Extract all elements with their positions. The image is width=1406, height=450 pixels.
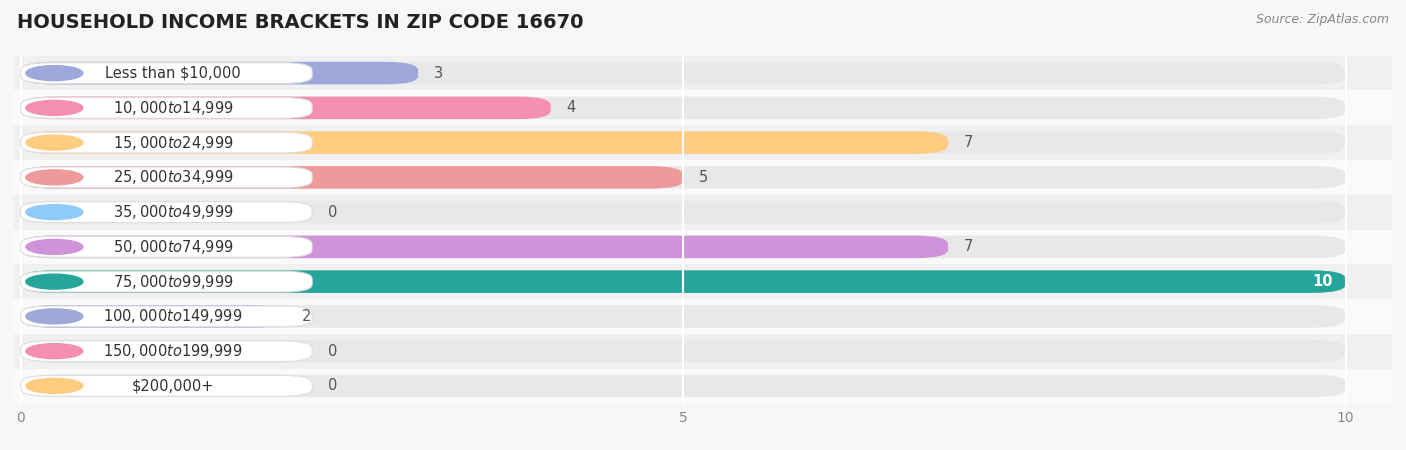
Text: 5: 5 bbox=[699, 170, 709, 185]
Bar bbox=[14, 125, 1392, 160]
FancyBboxPatch shape bbox=[21, 236, 948, 258]
Circle shape bbox=[25, 239, 83, 254]
Text: 0: 0 bbox=[328, 344, 337, 359]
Text: $200,000+: $200,000+ bbox=[132, 378, 214, 393]
Text: $35,000 to $49,999: $35,000 to $49,999 bbox=[112, 203, 233, 221]
Text: $150,000 to $199,999: $150,000 to $199,999 bbox=[103, 342, 243, 360]
FancyBboxPatch shape bbox=[21, 62, 1346, 85]
Bar bbox=[14, 230, 1392, 264]
FancyBboxPatch shape bbox=[21, 166, 1346, 189]
FancyBboxPatch shape bbox=[21, 305, 285, 328]
Text: $75,000 to $99,999: $75,000 to $99,999 bbox=[112, 273, 233, 291]
FancyBboxPatch shape bbox=[21, 375, 312, 396]
FancyBboxPatch shape bbox=[21, 341, 312, 361]
Circle shape bbox=[25, 378, 83, 393]
Text: $10,000 to $14,999: $10,000 to $14,999 bbox=[112, 99, 233, 117]
FancyBboxPatch shape bbox=[21, 63, 312, 84]
Text: 3: 3 bbox=[434, 66, 443, 81]
Bar bbox=[14, 299, 1392, 334]
Bar bbox=[14, 56, 1392, 90]
FancyBboxPatch shape bbox=[21, 374, 1346, 397]
Text: Less than $10,000: Less than $10,000 bbox=[105, 66, 240, 81]
FancyBboxPatch shape bbox=[21, 305, 1346, 328]
Circle shape bbox=[25, 344, 83, 359]
Text: $100,000 to $149,999: $100,000 to $149,999 bbox=[103, 307, 243, 325]
Text: 7: 7 bbox=[965, 239, 973, 254]
FancyBboxPatch shape bbox=[21, 62, 418, 85]
Bar bbox=[14, 90, 1392, 125]
Circle shape bbox=[25, 309, 83, 324]
Text: 2: 2 bbox=[301, 309, 311, 324]
FancyBboxPatch shape bbox=[21, 98, 312, 118]
FancyBboxPatch shape bbox=[21, 237, 312, 257]
Text: $25,000 to $34,999: $25,000 to $34,999 bbox=[112, 168, 233, 186]
Text: $50,000 to $74,999: $50,000 to $74,999 bbox=[112, 238, 233, 256]
Text: 7: 7 bbox=[965, 135, 973, 150]
Text: HOUSEHOLD INCOME BRACKETS IN ZIP CODE 16670: HOUSEHOLD INCOME BRACKETS IN ZIP CODE 16… bbox=[17, 14, 583, 32]
Circle shape bbox=[25, 100, 83, 115]
Bar bbox=[14, 369, 1392, 403]
FancyBboxPatch shape bbox=[21, 201, 1346, 223]
Bar bbox=[14, 264, 1392, 299]
FancyBboxPatch shape bbox=[21, 270, 1346, 293]
FancyBboxPatch shape bbox=[21, 131, 1346, 154]
Text: Source: ZipAtlas.com: Source: ZipAtlas.com bbox=[1256, 14, 1389, 27]
Text: 10: 10 bbox=[1312, 274, 1333, 289]
FancyBboxPatch shape bbox=[21, 166, 683, 189]
Circle shape bbox=[25, 205, 83, 220]
FancyBboxPatch shape bbox=[21, 236, 1346, 258]
Bar bbox=[14, 160, 1392, 195]
FancyBboxPatch shape bbox=[21, 202, 312, 222]
Circle shape bbox=[25, 66, 83, 81]
FancyBboxPatch shape bbox=[21, 131, 948, 154]
FancyBboxPatch shape bbox=[21, 340, 1346, 362]
Text: $15,000 to $24,999: $15,000 to $24,999 bbox=[112, 134, 233, 152]
Circle shape bbox=[25, 135, 83, 150]
FancyBboxPatch shape bbox=[21, 97, 1346, 119]
Text: 0: 0 bbox=[328, 378, 337, 393]
FancyBboxPatch shape bbox=[21, 97, 551, 119]
FancyBboxPatch shape bbox=[21, 167, 312, 188]
Text: 0: 0 bbox=[328, 205, 337, 220]
Text: 4: 4 bbox=[567, 100, 576, 115]
Bar bbox=[14, 334, 1392, 369]
FancyBboxPatch shape bbox=[21, 132, 312, 153]
FancyBboxPatch shape bbox=[21, 271, 312, 292]
FancyBboxPatch shape bbox=[21, 306, 312, 327]
Bar bbox=[14, 195, 1392, 230]
Circle shape bbox=[25, 274, 83, 289]
Circle shape bbox=[25, 170, 83, 185]
FancyBboxPatch shape bbox=[21, 270, 1346, 293]
